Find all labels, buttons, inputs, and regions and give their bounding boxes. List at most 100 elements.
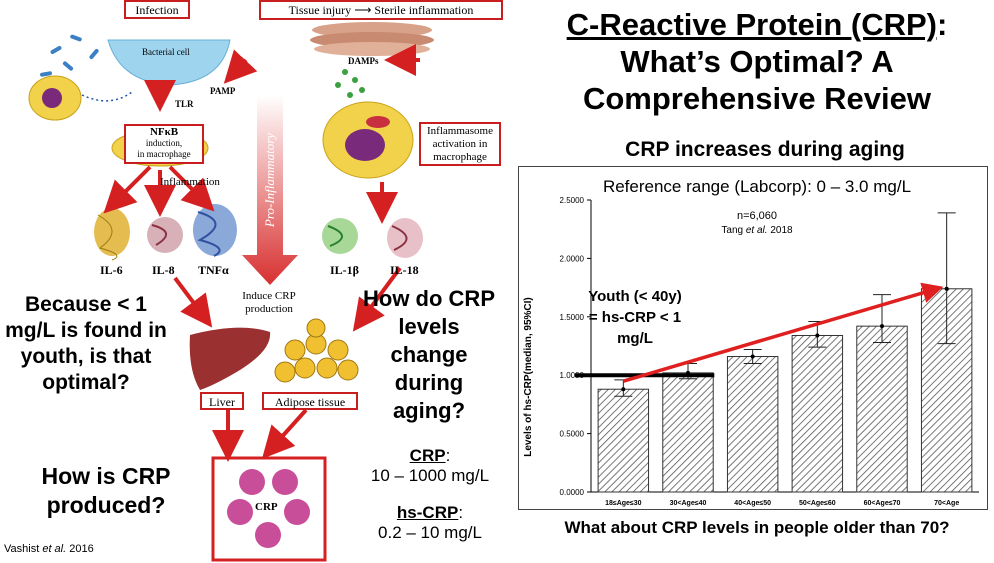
source-label: Tang et al. 2018: [721, 225, 793, 236]
bar: [856, 325, 908, 493]
hscrp-colon: :: [458, 503, 464, 522]
x-tick-label: 40<Age≤50: [734, 500, 771, 507]
nfkb-sub2: in macrophage: [137, 149, 191, 159]
il1b-label: IL-1β: [330, 263, 359, 277]
bar: [726, 356, 779, 493]
right-arrow-glyph: ⟶: [354, 3, 375, 17]
source-year: 2018: [770, 225, 793, 236]
pro-inflammatory-label: Pro-Inflammatory: [262, 132, 277, 228]
il8-protein: [147, 217, 183, 253]
title-main: C-Reactive Protein (CRP): [566, 7, 938, 42]
y-tick-label: 0.5000: [560, 430, 585, 439]
title-colon: :: [937, 7, 948, 42]
median-point: [750, 354, 755, 359]
hscrp-head: hs-CRP: [396, 503, 459, 522]
bacterial-cell-label: Bacterial cell: [142, 47, 190, 57]
crp-age-chart: Reference range (Labcorp): 0 – 3.0 mg/L …: [523, 177, 979, 507]
adipose-cells: [274, 318, 359, 383]
n-label: n=6,060: [737, 210, 777, 222]
x-tick-label: 70<Age: [934, 500, 959, 507]
crp-range: 10 – 1000 mg/L: [370, 466, 490, 485]
tnfa-protein: [193, 204, 237, 257]
x-tick-label: 60<Age≤70: [864, 500, 901, 507]
il1b-protein: [322, 218, 358, 254]
nfkb-label: NFκB: [149, 126, 179, 138]
hscrp-head-line: hs-CRP:: [350, 503, 510, 523]
x-tick-label: 18≤Age≤30: [605, 500, 642, 507]
y-tick-label: 0.0000: [560, 488, 585, 497]
crp-pentamer-label: CRP: [255, 501, 278, 513]
tnfa-label: TNFα: [198, 263, 229, 277]
liver-box: Liver: [200, 392, 244, 410]
il18-label: IL-18: [390, 263, 419, 277]
chart-bars: [597, 212, 973, 493]
tissue-injury-box: Tissue injury ⟶ Sterile inflammation: [259, 0, 503, 20]
annotation-line3: mg/L: [617, 330, 653, 347]
tissue-layers: [310, 22, 434, 56]
hscrp-range: 0.2 – 10 mg/L: [378, 523, 482, 542]
crp-range-block: CRP: 10 – 1000 mg/L hs-CRP: 0.2 – 10 mg/…: [350, 446, 510, 543]
how-produced-question: How is CRP produced?: [41, 463, 171, 518]
y-tick-label: 1.5000: [560, 313, 585, 322]
il6-protein: [94, 208, 130, 261]
bacteria-rods: [40, 34, 99, 77]
y-tick-label: 2.5000: [560, 196, 585, 205]
citation-year: 2016: [69, 543, 94, 555]
because-question: Because < 1 mg/L is found in youth, is t…: [5, 293, 167, 394]
age70-question: What about CRP levels in people older th…: [564, 518, 950, 537]
crp-colon: :: [445, 446, 451, 465]
tissue-injury-label: Tissue injury: [288, 3, 352, 17]
crp-frame: [211, 456, 327, 562]
tlr-label: TLR: [175, 99, 194, 109]
citation-author: Vashist: [4, 543, 40, 555]
pro-inflammatory-arrow: [242, 95, 298, 285]
median-point: [815, 333, 820, 338]
median-point: [880, 324, 884, 329]
slide-title: C-Reactive Protein (CRP): What’s Optimal…: [520, 6, 994, 117]
crp-pentamer: [227, 469, 310, 548]
bar: [597, 388, 650, 493]
chart-frame: Reference range (Labcorp): 0 – 3.0 mg/L …: [518, 166, 988, 510]
nfkb-box: NFκB induction, in macrophage: [124, 124, 204, 164]
bar: [791, 334, 844, 493]
source-author: Tang: [721, 225, 743, 236]
median-point: [621, 387, 626, 392]
crp-head: CRP: [409, 446, 446, 465]
title-line3: Comprehensive Review: [582, 81, 932, 116]
sterile-inflammation-label: Sterile inflammation: [374, 3, 474, 17]
citation: Vashist et al. 2016: [4, 543, 94, 555]
crp-head-line: CRP:: [350, 446, 510, 466]
liver-shape: [189, 327, 271, 390]
damps-label: DAMPs: [348, 56, 379, 66]
source-etal: et al.: [746, 225, 768, 236]
damps-dots: [335, 69, 365, 98]
inflammasome-box: Inflammasome activation in macrophage: [419, 122, 501, 166]
citation-etal: et al.: [42, 543, 67, 555]
infection-box: Infection: [124, 0, 190, 19]
inflammation-label: Inflammation: [160, 176, 220, 188]
y-tick-label: 1.0000: [560, 371, 585, 380]
il6-label: IL-6: [100, 263, 123, 277]
youth-annotation: Youth (< 40y) = hs-CRP < 1 mg/L: [588, 288, 682, 347]
nfkb-sub: induction,: [145, 138, 183, 148]
median-point: [944, 286, 949, 291]
trend-arrow: [622, 282, 944, 383]
x-tick-label: 30<Age≤40: [670, 500, 707, 507]
chart-overlays: [575, 282, 944, 383]
mechanism-diagram: Infection Tissue injury ⟶ Sterile inflam…: [4, 0, 510, 562]
y-tick-label: 2.0000: [560, 254, 585, 263]
title-line1: C-Reactive Protein (CRP):: [520, 6, 994, 43]
annotation-line1: Youth (< 40y): [588, 288, 682, 305]
title-line2: What’s Optimal? A: [620, 44, 894, 79]
annotation-line2: = hs-CRP < 1: [589, 309, 681, 326]
slide-subtitle: CRP increases during aging: [625, 138, 905, 161]
adipose-box: Adipose tissue: [262, 392, 358, 410]
induce-crp-label: Induce CRP production: [242, 290, 296, 315]
x-tick-label: 50<Age≤60: [799, 500, 836, 507]
il18-protein: [387, 218, 423, 258]
y-axis-label: Levels of hs-CRP(median, 95%CI): [523, 297, 534, 456]
how-change-question: How do CRP levels change during aging?: [363, 286, 495, 423]
pamp-label: PAMP: [210, 86, 236, 96]
bar: [662, 372, 714, 493]
reference-range-label: Reference range (Labcorp): 0 – 3.0 mg/L: [603, 177, 911, 196]
